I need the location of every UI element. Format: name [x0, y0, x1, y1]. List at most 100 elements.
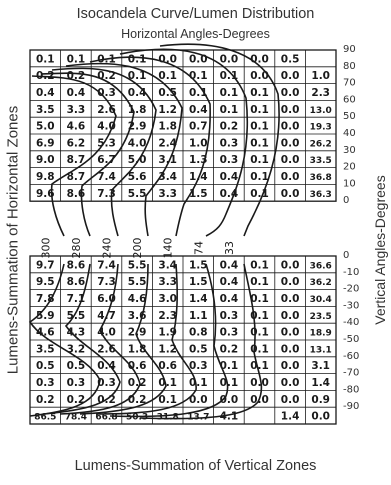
grid-cell: 0.1: [128, 53, 147, 65]
curve-240: [51, 67, 157, 237]
grid-cell: 0.1: [97, 53, 116, 65]
grid-cell: 31.8: [157, 413, 179, 423]
grid-cell: 0.1: [250, 276, 269, 288]
grid-cell: 1.8: [128, 343, 147, 355]
grid-cell: 6.0: [97, 293, 116, 305]
curve-label: 74: [192, 241, 205, 255]
grid-cell: 2.3: [158, 310, 177, 322]
grid-cell: 0.0: [250, 53, 269, 65]
grid-cell: 0.2: [36, 394, 55, 406]
grid-cell: 0.1: [36, 53, 55, 65]
grid-cell: 0.1: [250, 154, 269, 166]
grid-cell: 2.4: [158, 137, 177, 149]
grid-cell: 0.1: [158, 394, 177, 406]
grid-cell: 4.0: [97, 121, 116, 133]
grid-cell: 3.5: [36, 343, 55, 355]
grid-cell: 13.7: [187, 413, 209, 423]
grid-values: 0.1 0.1 0.1 0.1 0.0 0.0 0.0 0.0 0.5 0.2 0.2 0.2 0.1 0…: [34, 53, 332, 422]
grid-cell: 0.1: [189, 377, 208, 389]
grid-cell: 0.4: [220, 276, 239, 288]
grid-cell: 36.3: [310, 190, 332, 200]
curve-280-lower: [43, 263, 121, 415]
grid-cell: 36.6: [310, 261, 332, 271]
grid-cell: 9.0: [36, 154, 55, 166]
grid-cell: 7.3: [97, 188, 116, 200]
grid-cell: 0.3: [189, 360, 208, 372]
angle-tick-label: 50: [343, 111, 356, 122]
curve-label: 300: [39, 238, 52, 259]
grid-cell: 4.3: [67, 327, 86, 339]
grid-cell: 0.6: [128, 360, 147, 372]
angle-tick-label: 0: [343, 195, 349, 206]
grid-cell: 1.1: [189, 310, 208, 322]
grid-cell: 2.9: [128, 121, 147, 133]
angle-tick-label: -70: [343, 368, 359, 379]
grid-cell: 0.1: [250, 343, 269, 355]
grid-cell: 86.5: [34, 413, 56, 423]
grid-cell: 0.7: [189, 121, 208, 133]
grid-cell: 0.2: [128, 394, 147, 406]
grid-cell: 5.5: [128, 188, 147, 200]
grid-cell: 0.0: [281, 394, 300, 406]
grid-cell: 5.3: [97, 137, 116, 149]
grid-cell: 3.3: [158, 188, 177, 200]
grid-cell: 0.4: [220, 171, 239, 183]
grid-cell: 3.3: [158, 276, 177, 288]
grid-cell: 0.0: [311, 411, 330, 423]
grid-cell: 0.4: [67, 87, 86, 99]
grid-cell: 4.6: [67, 121, 86, 133]
grid-cell: 33.5: [310, 156, 332, 166]
grid-cell: 0.4: [220, 293, 239, 305]
grid-cell: 0.2: [128, 377, 147, 389]
grid-cell: 4.0: [97, 327, 116, 339]
grid-cell: 0.0: [158, 53, 177, 65]
grid-cell: 0.8: [189, 327, 208, 339]
grid-cell: 0.1: [158, 377, 177, 389]
grid-cell: 0.0: [281, 137, 300, 149]
grid-cell: 0.0: [281, 87, 300, 99]
grid-cell: 8.6: [67, 259, 86, 271]
grid-cell: 7.4: [97, 259, 116, 271]
grid-cell: 3.0: [158, 293, 177, 305]
angle-tick-label: 60: [343, 94, 356, 105]
grid-cell: 18.9: [310, 329, 332, 339]
grid-cell: 0.1: [250, 327, 269, 339]
grid-cell: 1.2: [158, 343, 177, 355]
angle-tick-label: 40: [343, 128, 356, 139]
grid-cell: 0.3: [97, 87, 116, 99]
grid-cell: 1.8: [128, 104, 147, 116]
angle-tick-label: -80: [343, 384, 359, 395]
grid-cell: 0.0: [281, 293, 300, 305]
grid-cell: 0.0: [220, 394, 239, 406]
grid-cell: 36.8: [310, 173, 332, 183]
grid-cell: 8.6: [67, 188, 86, 200]
angle-tick-label: 10: [343, 178, 356, 189]
grid-cell: 7.1: [67, 293, 86, 305]
grid-cell: 5.0: [36, 121, 55, 133]
grid-cell: 0.0: [281, 154, 300, 166]
grid-cell: 0.6: [158, 360, 177, 372]
grid-cell: 0.1: [128, 70, 147, 82]
curve-74: [119, 48, 249, 237]
grid-cell: 0.0: [250, 394, 269, 406]
grid-cell: 1.4: [281, 411, 300, 423]
grid-cell: 0.4: [220, 188, 239, 200]
grid-cell: 30.4: [310, 295, 332, 305]
grid-cell: 50.3: [126, 413, 148, 423]
angle-tick-label: -10: [343, 267, 359, 278]
grid-cell: 7.4: [97, 171, 116, 183]
angle-tick-label: 20: [343, 162, 356, 173]
grid-cell: 1.4: [311, 377, 330, 389]
grid-cell: 0.2: [36, 70, 55, 82]
diagram-title: Isocandela Curve/Lumen Distribution: [76, 6, 315, 22]
grid-cell: 0.0: [189, 394, 208, 406]
curve-300-lower: [28, 263, 101, 417]
angle-tick-label: -40: [343, 317, 359, 328]
grid-cell: 78.4: [65, 413, 87, 423]
grid-cell: 2.6: [97, 104, 116, 116]
grid-cell: 1.4: [189, 171, 208, 183]
curve-200-lower: [79, 263, 167, 415]
grid-cell: 0.1: [250, 171, 269, 183]
grid-cell: 1.3: [189, 154, 208, 166]
